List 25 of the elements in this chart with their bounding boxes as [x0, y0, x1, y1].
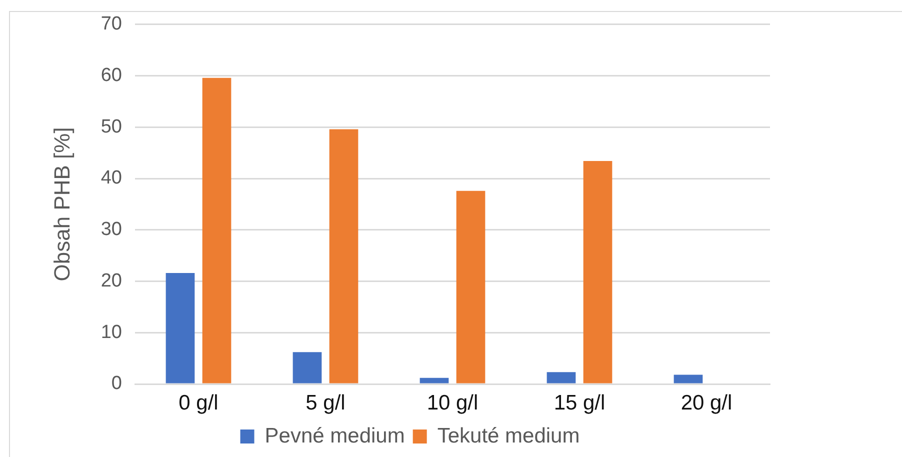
legend-label: Tekuté medium	[437, 424, 580, 448]
bar	[420, 378, 449, 384]
bar	[202, 78, 232, 384]
bar	[546, 372, 576, 384]
x-tick-label: 0 g/l	[178, 391, 218, 414]
y-tick-label: 10	[100, 322, 122, 343]
bar	[329, 129, 358, 384]
y-tick-label: 30	[100, 219, 122, 240]
y-tick-label: 0	[111, 373, 122, 394]
x-tick-label: 20 g/l	[680, 391, 732, 414]
bar	[456, 190, 486, 384]
x-tick-label: 10 g/l	[426, 391, 478, 414]
y-axis-title: Obsah PHB [%]	[49, 127, 74, 282]
bar	[292, 352, 322, 384]
x-tick-label: 5 g/l	[306, 391, 346, 414]
y-tick-label: 20	[100, 270, 122, 292]
legend-label: Pevné medium	[264, 424, 405, 448]
x-tick-label: 15 g/l	[554, 391, 606, 414]
bar	[166, 273, 195, 384]
y-tick-label: 40	[100, 168, 122, 189]
y-tick-label: 50	[100, 116, 122, 138]
y-tick-label: 70	[100, 14, 122, 35]
y-tick-label: 60	[100, 65, 122, 86]
bar	[583, 161, 612, 384]
bar	[674, 374, 703, 384]
